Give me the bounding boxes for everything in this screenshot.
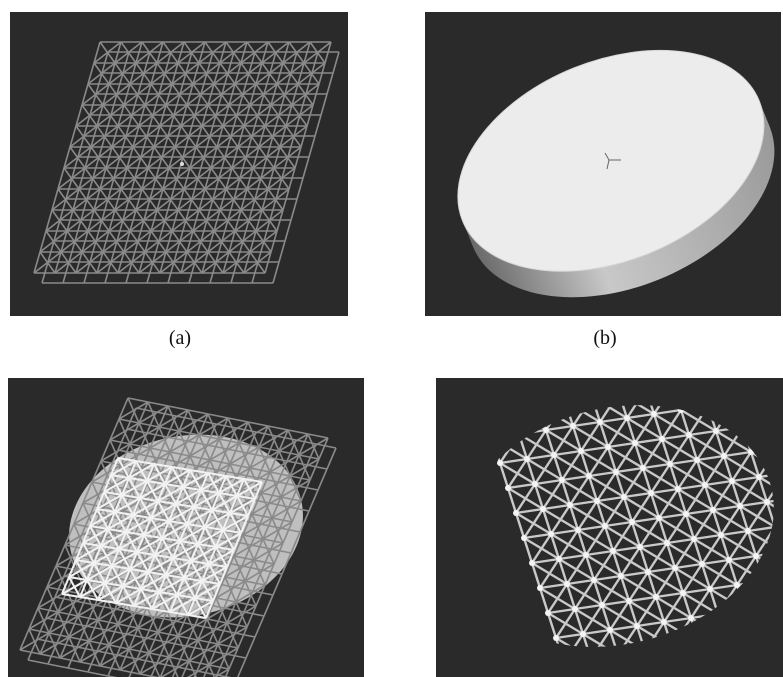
lattice-block-icon [33,41,340,284]
panel-a-lattice-block [10,12,348,316]
lattice-disk-icon [473,378,783,677]
caption-b: (b) [593,327,617,349]
panel-b-solid-disk [425,12,781,316]
lattice-disk-overlay-icon [19,397,337,677]
caption-a: (a) [168,327,192,349]
axis-triad-icon [604,152,621,170]
panel-c-lattice-disk-overlay [8,378,364,677]
origin-marker-icon [180,162,184,166]
panel-d-lattice-disk [436,378,783,677]
solid-disk-icon [457,49,775,298]
